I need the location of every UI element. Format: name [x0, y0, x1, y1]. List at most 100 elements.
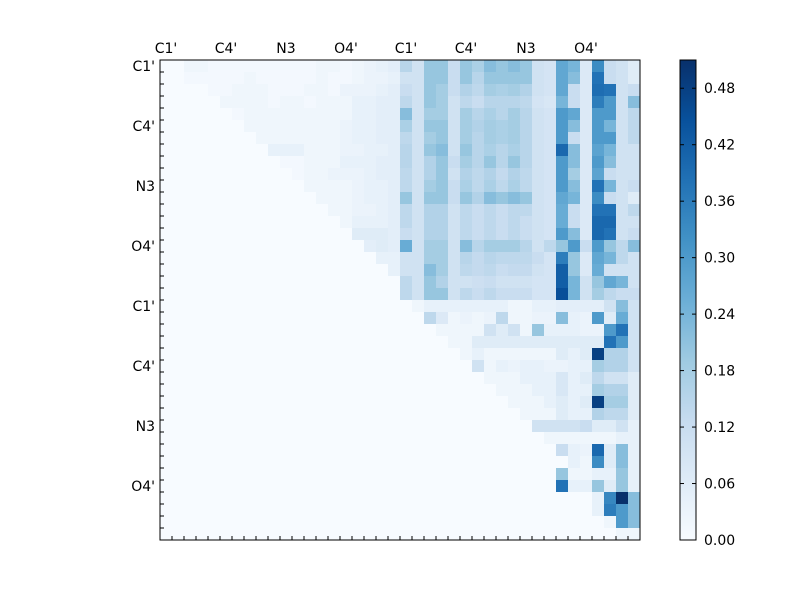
heatmap-cell: [568, 324, 581, 337]
heatmap-cell: [448, 276, 461, 289]
heatmap-cell: [592, 324, 605, 337]
heatmap-cell: [496, 336, 509, 349]
heatmap-cell: [304, 516, 317, 529]
heatmap-cell: [436, 228, 449, 241]
heatmap-cell: [208, 300, 221, 313]
heatmap-cell: [580, 120, 593, 133]
heatmap-cell: [544, 360, 557, 373]
heatmap-cell: [364, 492, 377, 505]
heatmap-cell: [460, 180, 473, 193]
heatmap-cell: [532, 228, 545, 241]
heatmap-cell: [316, 228, 329, 241]
heatmap-cell: [208, 72, 221, 85]
heatmap-cell: [376, 132, 389, 145]
heatmap-cell: [376, 72, 389, 85]
heatmap-cell: [232, 432, 245, 445]
heatmap-cell: [592, 84, 605, 97]
heatmap-cell: [256, 372, 269, 385]
heatmap-cell: [160, 180, 173, 193]
heatmap-cell: [400, 420, 413, 433]
heatmap-cell: [436, 372, 449, 385]
heatmap-cell: [232, 144, 245, 157]
heatmap-cell: [484, 60, 497, 73]
heatmap-cell: [436, 504, 449, 517]
heatmap-cell: [196, 468, 209, 481]
heatmap-cell: [460, 324, 473, 337]
heatmap-cell: [256, 312, 269, 325]
heatmap-cell: [520, 180, 533, 193]
heatmap-cell: [328, 420, 341, 433]
heatmap-cell: [328, 132, 341, 145]
heatmap-cell: [436, 288, 449, 301]
heatmap-cell: [532, 84, 545, 97]
heatmap-cell: [340, 156, 353, 169]
heatmap-cell: [472, 468, 485, 481]
heatmap-cell: [592, 264, 605, 277]
heatmap-cell: [220, 312, 233, 325]
heatmap-cell: [520, 336, 533, 349]
heatmap-cell: [256, 252, 269, 265]
heatmap-cell: [484, 72, 497, 85]
heatmap-cell: [460, 516, 473, 529]
heatmap-cell: [376, 444, 389, 457]
heatmap-cell: [472, 312, 485, 325]
heatmap-cell: [412, 312, 425, 325]
heatmap-cell: [208, 312, 221, 325]
heatmap-cell: [532, 276, 545, 289]
heatmap-cell: [460, 216, 473, 229]
heatmap-cell: [388, 156, 401, 169]
heatmap-cell: [208, 84, 221, 97]
heatmap-cell: [556, 276, 569, 289]
heatmap-cell: [628, 228, 641, 241]
heatmap-cell: [388, 120, 401, 133]
heatmap-cell: [256, 204, 269, 217]
heatmap-cell: [352, 492, 365, 505]
heatmap-cell: [472, 84, 485, 97]
heatmap-cell: [328, 276, 341, 289]
heatmap-cell: [616, 168, 629, 181]
heatmap-cell: [376, 348, 389, 361]
heatmap-cell: [244, 60, 257, 73]
heatmap-cell: [352, 192, 365, 205]
heatmap-cell: [400, 384, 413, 397]
heatmap-cell: [268, 480, 281, 493]
heatmap-cell: [604, 384, 617, 397]
heatmap-cell: [172, 504, 185, 517]
heatmap-cell: [520, 492, 533, 505]
heatmap-cell: [460, 156, 473, 169]
heatmap-cell: [376, 168, 389, 181]
heatmap-cell: [592, 480, 605, 493]
heatmap-cell: [592, 348, 605, 361]
heatmap-cell: [484, 216, 497, 229]
heatmap-cell: [352, 384, 365, 397]
heatmap-cell: [604, 372, 617, 385]
heatmap-cell: [616, 156, 629, 169]
heatmap-cell: [376, 96, 389, 109]
heatmap-cell: [436, 240, 449, 253]
heatmap-cell: [364, 372, 377, 385]
heatmap-cell: [484, 108, 497, 121]
heatmap-cell: [544, 432, 557, 445]
colorbar-gradient: [679, 59, 697, 541]
heatmap-cell: [292, 420, 305, 433]
heatmap-cell: [292, 432, 305, 445]
heatmap-cell: [364, 360, 377, 373]
heatmap-cell: [220, 360, 233, 373]
heatmap-cell: [208, 336, 221, 349]
heatmap-cell: [328, 228, 341, 241]
heatmap-cell: [592, 168, 605, 181]
heatmap-cell: [472, 396, 485, 409]
heatmap-cell: [400, 108, 413, 121]
heatmap-cell: [388, 276, 401, 289]
heatmap-cell: [220, 396, 233, 409]
heatmap-cell: [316, 108, 329, 121]
heatmap-cell: [472, 504, 485, 517]
heatmap-cell: [196, 348, 209, 361]
heatmap-cell: [352, 108, 365, 121]
heatmap-cell: [184, 204, 197, 217]
heatmap-cell: [196, 420, 209, 433]
heatmap-cell: [364, 156, 377, 169]
heatmap-cell: [388, 396, 401, 409]
heatmap-cell: [592, 60, 605, 73]
heatmap-cell: [484, 432, 497, 445]
